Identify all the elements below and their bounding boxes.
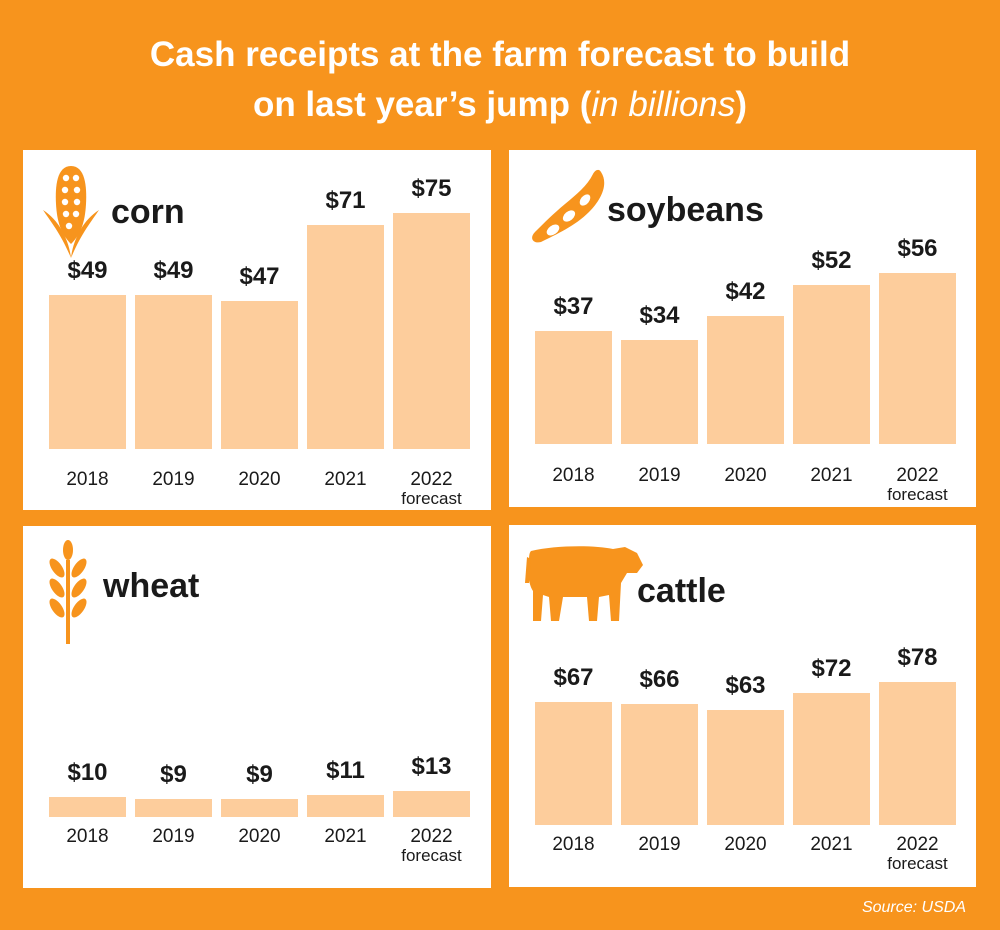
cattle-category-label-2019: 2019 [638, 834, 681, 855]
cattle-bar-2022 [879, 682, 956, 825]
title-paren-close: ) [735, 85, 748, 124]
corn-title: corn [111, 193, 185, 231]
cattle-panel: cattle $67 2018 $66 2019 $63 2020 $72 2021 $78 20… [509, 525, 976, 887]
cattle-bar-2019 [621, 704, 698, 825]
cattle-category-label-2021: 2021 [810, 834, 853, 855]
soybeans-value-label-2021: $52 [811, 247, 852, 275]
corn-bar-2018 [49, 294, 126, 449]
wheat-panel: wheat $10 2018 $9 2019 $9 2020 $11 2021 $13 2022 f… [23, 526, 491, 888]
corn-panel: corn $49 2018 $49 2019 $47 2020 $71 2021 $75 2022… [23, 150, 491, 510]
cattle-value-label-2020: $63 [725, 671, 766, 699]
cattle-value-label-2019: $66 [639, 666, 680, 694]
corn-category-label-2021: 2021 [324, 469, 367, 490]
cattle-value-label-2018: $67 [553, 664, 594, 692]
corn-bar-2020 [221, 300, 298, 449]
wheat-bar-2018 [49, 797, 126, 817]
cattle-value-label-2021: $72 [811, 655, 852, 683]
corn-value-label-2021: $71 [325, 187, 366, 215]
title-paren-open: ( [570, 85, 592, 124]
wheat-category-sublabel-2022: forecast [401, 846, 462, 865]
soybeans-category-label-2019: 2019 [638, 465, 681, 486]
cattle-bar-2020 [707, 709, 784, 825]
wheat-bar-2021 [307, 795, 384, 817]
wheat-category-label-2020: 2020 [238, 826, 281, 847]
corn-bar-2019 [135, 294, 212, 449]
wheat-value-label-2021: $11 [326, 757, 365, 784]
title-line-2-text: on last year’s jump [252, 85, 571, 124]
title-unit: in billions [591, 85, 736, 124]
cattle-category-label-2018: 2018 [552, 834, 595, 855]
soybeans-bar-2020 [707, 315, 784, 444]
cattle-category-label-2022: 2022 [896, 834, 939, 855]
wheat-value-label-2019: $9 [160, 761, 187, 788]
soybeans-bar-2018 [535, 331, 612, 444]
soybeans-value-label-2019: $34 [639, 302, 680, 330]
wheat-value-label-2018: $10 [67, 759, 108, 786]
title-line-2: on last year’s jump (in billions) [0, 80, 1000, 130]
corn-category-label-2022: 2022 [410, 469, 453, 490]
soybeans-category-label-2018: 2018 [552, 465, 595, 486]
corn-category-label-2020: 2020 [238, 469, 281, 490]
soybean-icon [532, 169, 605, 243]
title-line-1: Cash receipts at the farm forecast to bu… [149, 35, 851, 74]
wheat-category-label-2021: 2021 [324, 826, 367, 847]
cattle-icon [525, 546, 643, 621]
corn-value-label-2019: $49 [153, 256, 194, 284]
soybeans-category-label-2020: 2020 [724, 465, 767, 486]
cattle-bar-2018 [535, 702, 612, 825]
corn-category-label-2018: 2018 [66, 469, 109, 490]
corn-bar-2021 [307, 225, 384, 449]
wheat-title: wheat [103, 567, 200, 605]
corn-value-label-2022: $75 [411, 174, 452, 202]
wheat-bar-2022 [393, 791, 470, 817]
cattle-title: cattle [637, 572, 726, 610]
cattle-value-label-2022: $78 [897, 644, 938, 672]
soybeans-value-label-2022: $56 [897, 235, 938, 263]
soybeans-category-sublabel-2022: forecast [887, 485, 948, 504]
wheat-category-label-2019: 2019 [152, 826, 195, 847]
wheat-category-label-2018: 2018 [66, 826, 109, 847]
soybeans-category-label-2022: 2022 [896, 465, 939, 486]
soybeans-value-label-2020: $42 [725, 277, 766, 305]
wheat-value-label-2022: $13 [411, 753, 452, 780]
cattle-category-label-2020: 2020 [724, 834, 767, 855]
soybeans-bar-2019 [621, 340, 698, 444]
soybeans-category-label-2021: 2021 [810, 465, 853, 486]
corn-value-label-2018: $49 [67, 256, 108, 284]
soybeans-panel: soybeans $37 2018 $34 2019 $42 2020 $52 2021 $56… [509, 150, 976, 507]
soybeans-bar-2022 [879, 273, 956, 444]
wheat-bar-2020 [221, 799, 298, 817]
cattle-bar-2021 [793, 693, 870, 825]
chart-title: Cash receipts at the farm forecast to bu… [0, 30, 1000, 130]
source-note: Source: USDA [861, 899, 966, 916]
soybeans-bar-2021 [793, 285, 870, 444]
cattle-category-sublabel-2022: forecast [887, 854, 948, 873]
corn-icon [43, 166, 99, 258]
corn-category-sublabel-2022: forecast [401, 489, 462, 508]
wheat-bar-2019 [135, 799, 212, 817]
wheat-category-label-2022: 2022 [410, 826, 453, 847]
corn-bar-2022 [393, 212, 470, 449]
corn-category-label-2019: 2019 [152, 469, 195, 490]
soybeans-title: soybeans [607, 191, 764, 229]
wheat-value-label-2020: $9 [246, 761, 273, 788]
wheat-icon [49, 540, 87, 644]
soybeans-value-label-2018: $37 [553, 293, 594, 321]
corn-value-label-2020: $47 [239, 262, 280, 290]
